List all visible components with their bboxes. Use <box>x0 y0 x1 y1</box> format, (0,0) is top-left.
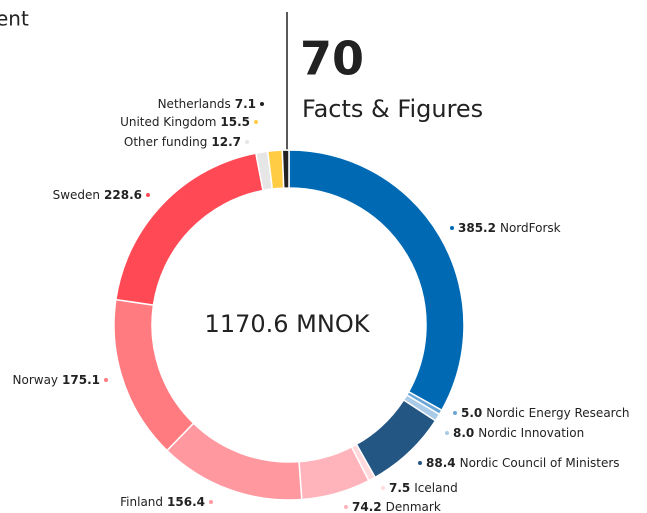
slice-label: 88.4 Nordic Council of Ministers <box>426 456 620 470</box>
category-label: Nordic Council of Ministers <box>460 456 620 470</box>
legend-dot <box>254 120 258 124</box>
value-label: 8.0 <box>453 426 474 440</box>
slice-label: 74.2 Denmark <box>352 500 441 513</box>
legend-dot <box>146 193 150 197</box>
value-label: 7.5 <box>389 481 410 495</box>
slice-label: Sweden 228.6 <box>53 188 142 202</box>
value-label: 12.7 <box>211 135 241 149</box>
category-label: NordForsk <box>500 221 561 235</box>
slice-label: 5.0 Nordic Energy Research <box>461 406 630 420</box>
category-label: United Kingdom <box>120 115 216 129</box>
legend-dot <box>445 431 449 435</box>
value-label: 7.1 <box>235 97 256 111</box>
wedge <box>165 422 303 501</box>
category-label: Nordic Energy Research <box>486 406 629 420</box>
category-label: Finland <box>120 495 163 509</box>
value-label: 88.4 <box>426 456 456 470</box>
legend-dot <box>209 500 213 504</box>
value-label: 385.2 <box>458 221 496 235</box>
legend-dot <box>418 461 422 465</box>
slice-label: 8.0 Nordic Innovation <box>453 426 584 440</box>
legend-dot <box>260 102 264 106</box>
value-label: 15.5 <box>220 115 250 129</box>
value-label: 5.0 <box>461 406 482 420</box>
slice-label: Norway 175.1 <box>13 373 101 387</box>
value-label: 74.2 <box>352 500 382 513</box>
slice-label: Other funding 12.7 <box>124 135 241 149</box>
category-label: Other funding <box>124 135 208 149</box>
category-label: Sweden <box>53 188 100 202</box>
legend-dot <box>381 486 385 490</box>
category-label: Denmark <box>386 500 441 513</box>
slice-label: 385.2 NordForsk <box>458 221 561 235</box>
center-label: 1170.6 MNOK <box>205 310 371 338</box>
wedge <box>113 298 195 452</box>
legend-dot <box>453 411 457 415</box>
slice-label: Finland 156.4 <box>120 495 205 509</box>
legend-dot <box>344 505 348 509</box>
chart-subtitle: Facts & Figures <box>302 95 483 123</box>
wedge <box>281 149 290 189</box>
slice-label: 7.5 Iceland <box>389 481 458 495</box>
legend-dot <box>104 378 108 382</box>
slice-label: Netherlands 7.1 <box>158 97 256 111</box>
category-label: Netherlands <box>158 97 231 111</box>
corner-text: ent <box>0 7 29 31</box>
category-label: Iceland <box>414 481 457 495</box>
category-label: Nordic Innovation <box>478 426 584 440</box>
legend-dot <box>245 140 249 144</box>
category-label: Norway <box>13 373 59 387</box>
legend-dot <box>450 226 454 230</box>
wedge <box>288 149 465 412</box>
chart-title: 70 <box>300 32 364 86</box>
value-label: 156.4 <box>167 495 205 509</box>
value-label: 228.6 <box>104 188 142 202</box>
value-label: 175.1 <box>62 373 100 387</box>
slice-label: United Kingdom 15.5 <box>120 115 250 129</box>
wedge <box>115 152 264 306</box>
